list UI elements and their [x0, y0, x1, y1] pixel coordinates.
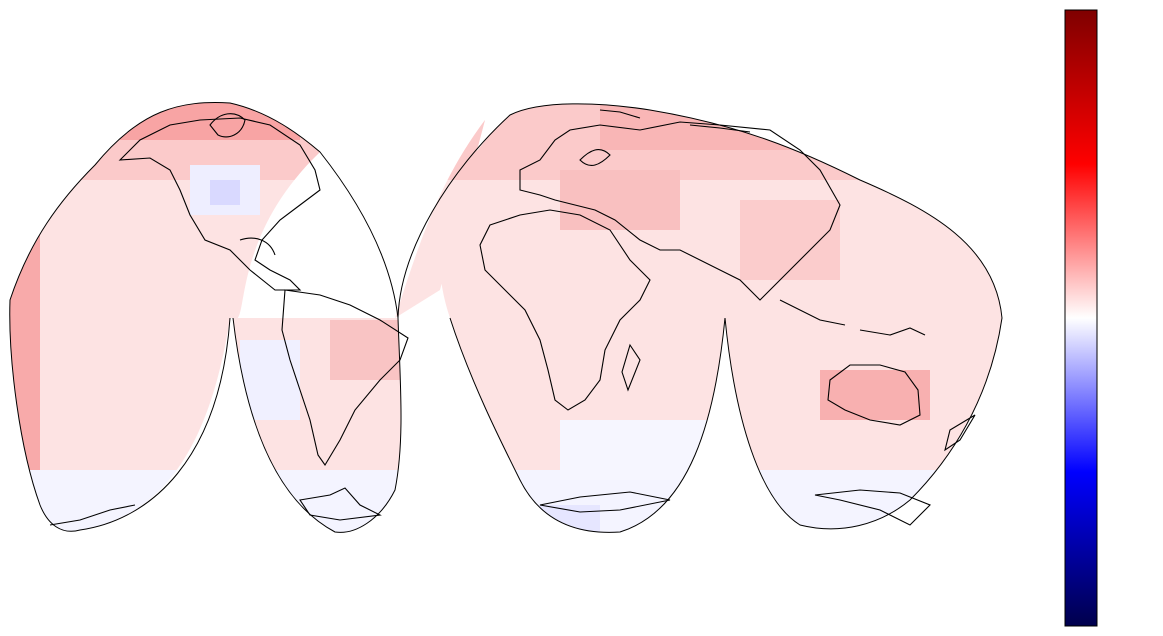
globe-outline	[9, 102, 402, 533]
globe-outline-east	[397, 103, 1003, 533]
colorbar	[1064, 9, 1098, 627]
coastlines	[49, 109, 976, 526]
